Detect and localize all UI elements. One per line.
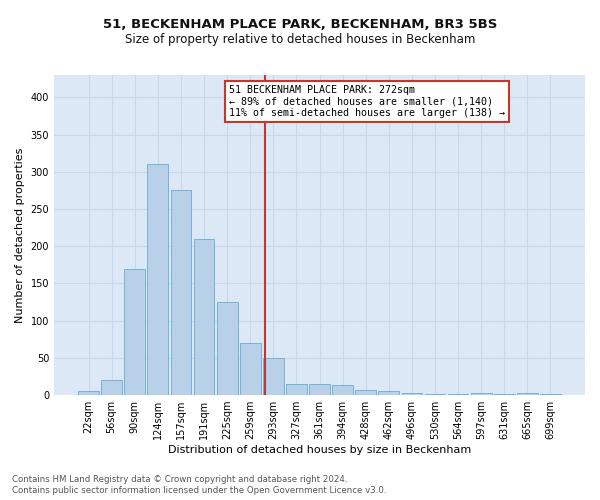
Bar: [78, 392, 99, 395]
Bar: [170, 190, 191, 395]
Text: Size of property relative to detached houses in Beckenham: Size of property relative to detached ho…: [125, 32, 475, 46]
Bar: [401, 393, 422, 395]
Bar: [540, 394, 561, 395]
Bar: [379, 392, 399, 395]
Text: 51, BECKENHAM PLACE PARK, BECKENHAM, BR3 5BS: 51, BECKENHAM PLACE PARK, BECKENHAM, BR3…: [103, 18, 497, 30]
Bar: [425, 394, 445, 395]
Bar: [355, 390, 376, 395]
Bar: [240, 343, 260, 395]
Text: Contains HM Land Registry data © Crown copyright and database right 2024.: Contains HM Land Registry data © Crown c…: [12, 475, 347, 484]
Bar: [448, 394, 469, 395]
Bar: [286, 384, 307, 395]
Bar: [471, 393, 491, 395]
Bar: [494, 394, 515, 395]
Bar: [101, 380, 122, 395]
Bar: [332, 386, 353, 395]
X-axis label: Distribution of detached houses by size in Beckenham: Distribution of detached houses by size …: [168, 445, 471, 455]
Bar: [263, 358, 284, 395]
Bar: [194, 239, 214, 395]
Bar: [124, 268, 145, 395]
Y-axis label: Number of detached properties: Number of detached properties: [15, 148, 25, 322]
Bar: [309, 384, 330, 395]
Bar: [517, 393, 538, 395]
Text: Contains public sector information licensed under the Open Government Licence v3: Contains public sector information licen…: [12, 486, 386, 495]
Bar: [217, 302, 238, 395]
Bar: [148, 164, 168, 395]
Text: 51 BECKENHAM PLACE PARK: 272sqm
← 89% of detached houses are smaller (1,140)
11%: 51 BECKENHAM PLACE PARK: 272sqm ← 89% of…: [229, 84, 505, 118]
